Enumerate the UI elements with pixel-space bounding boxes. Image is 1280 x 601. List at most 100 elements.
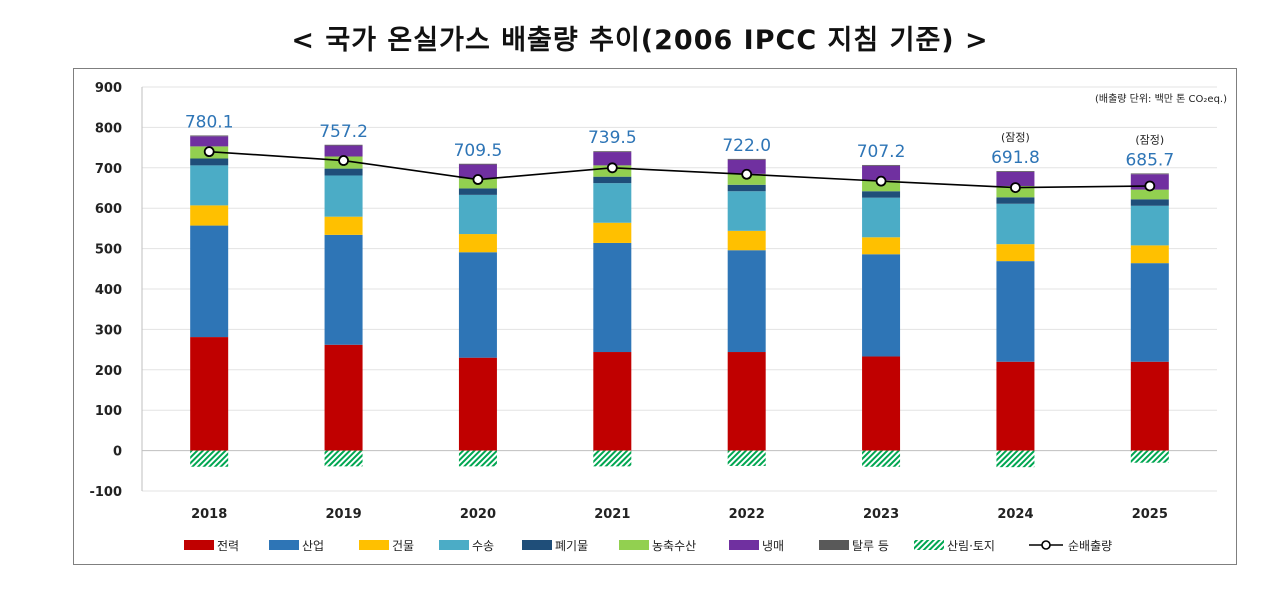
bar-segment [324, 168, 363, 176]
legend-swatch [914, 540, 944, 550]
legend-label: 산업 [302, 539, 324, 553]
bar-stack-2018 [190, 135, 229, 467]
legend-label: 냉매 [762, 539, 784, 553]
bar-segment [458, 194, 497, 235]
bar-segment [996, 244, 1035, 262]
legend-marker [1041, 540, 1051, 550]
bar-segment [190, 450, 229, 467]
data-labels: 780.1 757.2 709.5 739.5 722.0 707.2 691.8 (잠정) 6… [185, 112, 1174, 170]
bar-segment [1130, 189, 1169, 200]
bar-segment [324, 344, 363, 451]
bar-stack-2019 [324, 144, 363, 467]
x-tick-label: 2020 [460, 507, 496, 522]
bar-segment [324, 145, 363, 157]
bar-segment [727, 352, 766, 451]
bar-segment [862, 164, 901, 166]
bar-stack-2024 [996, 171, 1035, 468]
bar-segment [458, 234, 497, 253]
bar-segment [190, 165, 229, 206]
bar-segment [862, 450, 901, 467]
x-tick-label: 2023 [863, 507, 899, 522]
y-tick-label: 100 [95, 404, 122, 419]
y-tick-label: 0 [113, 445, 122, 460]
legend-swatch [439, 540, 469, 550]
net-emission-point [338, 155, 349, 166]
unit-note: (배출량 단위: 백만 톤 CO₂eq.) [1095, 92, 1227, 105]
bar-segment [324, 175, 363, 217]
bar-segment [1130, 173, 1169, 175]
legend-swatch [359, 540, 389, 550]
bar-segment [324, 216, 363, 235]
bar-segment [458, 252, 497, 358]
bar-segment [727, 450, 766, 466]
bar-segment [996, 261, 1035, 362]
bar-stack-2025 [1130, 173, 1169, 463]
bar-segment [458, 188, 497, 195]
bar-segment [996, 361, 1035, 451]
bar-segment [458, 450, 497, 467]
bar-segment [996, 203, 1035, 245]
x-tick-label: 2024 [997, 507, 1033, 522]
provisional-label: (잠정) [1001, 131, 1030, 144]
legend-item: 산림·토지 [914, 539, 995, 553]
bar-segment [1130, 361, 1169, 451]
bar-segment [996, 197, 1035, 204]
bar-segment [1130, 263, 1169, 362]
total-label: 709.5 [454, 141, 503, 161]
bar-segment [458, 164, 497, 179]
net-emission-point [606, 162, 618, 174]
bar-segment [862, 191, 901, 198]
bar-segment [190, 135, 229, 137]
legend-label: 순배출량 [1068, 539, 1112, 553]
bar-segment [1130, 199, 1169, 206]
legend-label: 농축수산 [652, 539, 696, 553]
x-tick-label: 2018 [191, 507, 227, 522]
bar-segment [324, 234, 363, 345]
stacked-bar-chart: 900 800 700 600 500 400 300 200 100 0 -100 780.1 75… [89, 81, 1227, 553]
x-tick-label: 2019 [325, 507, 361, 522]
bar-segment [862, 356, 901, 451]
net-emission-polyline [209, 150, 1150, 189]
bar-segment [727, 191, 766, 231]
bar-segment [324, 144, 363, 146]
legend-item: 순배출량 [1029, 539, 1112, 553]
legend-item: 농축수산 [619, 539, 696, 553]
y-tick-label: 500 [95, 243, 122, 258]
total-label: 757.2 [319, 122, 368, 142]
bar-segment [593, 183, 632, 223]
bar-segment [593, 352, 632, 451]
bar-segment [727, 184, 766, 192]
legend-label: 전력 [217, 539, 239, 553]
bar-segment [996, 171, 1035, 172]
bar-stack-2023 [862, 164, 901, 467]
net-emission-point [875, 175, 887, 187]
bar-segment [190, 337, 229, 451]
bar-stack-2020 [458, 163, 497, 467]
grid-lines [141, 86, 1217, 492]
bar-segment [1130, 205, 1169, 246]
y-tick-label: 900 [95, 81, 122, 96]
bar-segment [996, 171, 1035, 186]
legend-item: 폐기물 [522, 539, 588, 553]
legend-item: 탈루 등 [819, 539, 889, 553]
x-tick-label: 2025 [1132, 507, 1168, 522]
bar-segment [593, 152, 632, 166]
legend-label: 탈루 등 [852, 539, 889, 553]
x-tick-label: 2022 [729, 507, 765, 522]
bar-segment [727, 230, 766, 251]
provisional-label: (잠정) [1135, 133, 1164, 146]
legend-label: 산림·토지 [947, 539, 995, 553]
x-axis-categories: 2018 2019 2020 2021 2022 2023 2024 2025 [191, 507, 1168, 522]
legend: 전력 산업 건물 수송 폐기물 농축수산 냉매 탈루 등 산림·토지 순배출량 [184, 539, 1112, 553]
y-tick-label: 200 [95, 364, 122, 379]
y-tick-label: 300 [95, 323, 122, 338]
bar-segment [862, 237, 901, 255]
legend-label: 폐기물 [555, 539, 588, 553]
bar-segment [862, 254, 901, 357]
bar-segment [1130, 450, 1169, 463]
y-tick-label: 800 [95, 121, 122, 136]
net-emission-point [472, 174, 484, 185]
legend-item: 수송 [439, 539, 494, 553]
total-label: 707.2 [857, 142, 906, 162]
net-emission-point [1010, 182, 1021, 193]
